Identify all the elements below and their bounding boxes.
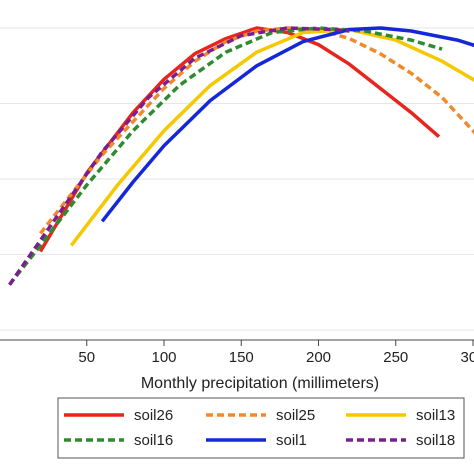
x-tick-label-200: 200 — [306, 349, 331, 366]
x-tick-label-50: 50 — [78, 349, 95, 366]
legend-label-soil16: soil16 — [134, 432, 173, 449]
series-line-soil1 — [100, 26, 474, 223]
series-line-soil26 — [38, 26, 441, 253]
x-tick-label-300: 300 — [460, 349, 474, 366]
plot-series — [8, 26, 474, 286]
series-line-soil13 — [69, 27, 474, 247]
series-line-soil25 — [39, 26, 474, 235]
legend-label-soil18: soil18 — [416, 432, 455, 449]
series-line-soil18 — [8, 26, 350, 286]
x-axis-ticks: 50 100 150 200 250 300 — [78, 340, 474, 366]
legend-label-soil25: soil25 — [276, 407, 315, 424]
legend-label-soil1: soil1 — [276, 432, 307, 449]
x-tick-label-250: 250 — [383, 349, 408, 366]
x-tick-label-150: 150 — [229, 349, 254, 366]
legend-label-soil13: soil13 — [416, 407, 455, 424]
legend-label-soil26: soil26 — [134, 407, 173, 424]
x-axis-title: Monthly precipitation (millimeters) — [141, 375, 379, 392]
legend-box — [57, 397, 465, 459]
plot-grid — [0, 27, 474, 331]
series-line-soil16 — [8, 26, 443, 286]
legend: soil26 soil25 soil13 soil16 soil1 soil18 — [64, 407, 455, 449]
x-tick-label-100: 100 — [151, 349, 176, 366]
